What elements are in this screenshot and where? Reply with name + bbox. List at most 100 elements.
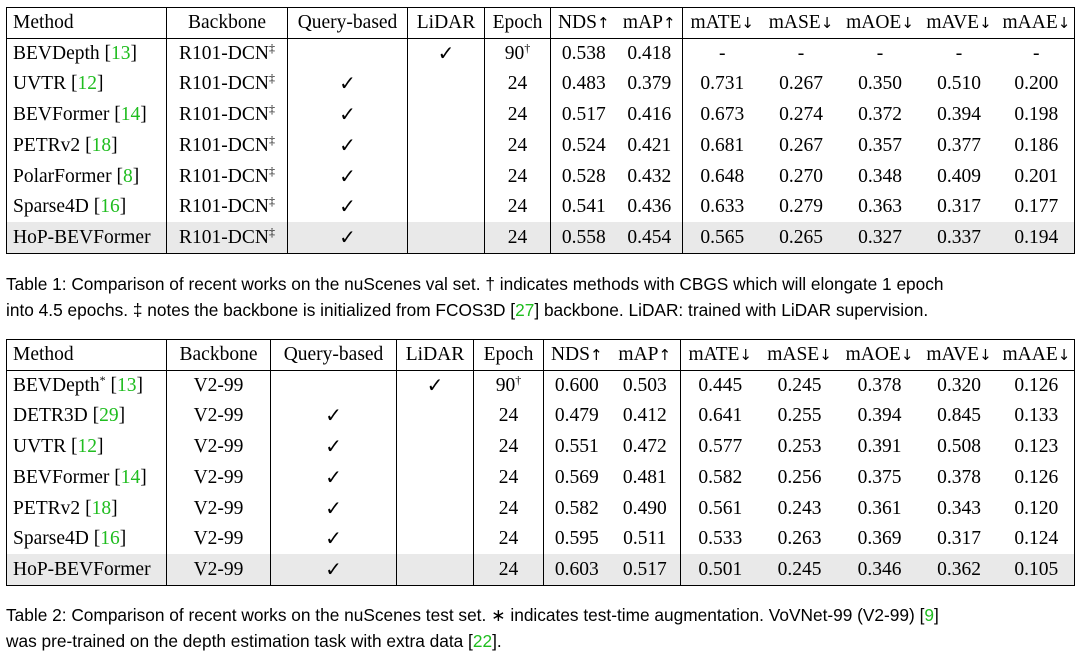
citation-link[interactable]: 12	[77, 436, 97, 458]
citation-link[interactable]: 9	[924, 605, 934, 625]
backbone-name: V2-99	[193, 466, 244, 488]
mate-cell: 0.648	[700, 165, 745, 187]
backbone-name: V2-99	[193, 375, 244, 397]
backbone-name: R101-DCN	[179, 73, 269, 95]
mate-cell: 0.565	[682, 222, 762, 254]
citation-link[interactable]: 14	[120, 104, 141, 126]
maae-cell: 0.126	[998, 370, 1075, 401]
col-maoe: mAOE↓	[839, 339, 920, 371]
query-based-cell: ✓	[270, 431, 397, 463]
epoch-cell: 90†	[484, 38, 551, 69]
method-name: BEVFormer	[13, 466, 110, 488]
col-mate: mATE↓	[680, 339, 760, 371]
mate-cell: 0.731	[700, 73, 745, 95]
backbone-name: R101-DCN	[179, 43, 269, 65]
mave-cell: 0.362	[919, 554, 999, 586]
citation-link[interactable]: 29	[99, 405, 119, 427]
backbone-name: V2-99	[193, 528, 244, 550]
method-name: Sparse4D	[13, 196, 89, 218]
method-cell: PETRv2 [18]	[6, 130, 167, 161]
method-cell: BEVFormer [14]	[6, 99, 167, 131]
lidar-cell	[407, 68, 485, 100]
citation-link[interactable]: 18	[91, 134, 112, 156]
col-mave: mAVE↓	[919, 339, 999, 371]
table-row: UVTR [12] V2-99 ✓ 24 0.551 0.472 0.577 0.253 0.3…	[6, 431, 1075, 463]
nds-cell: 0.600	[554, 375, 599, 397]
citation-link[interactable]: 14	[120, 466, 141, 488]
method-name: BEVDepth	[13, 43, 100, 65]
citation-link[interactable]: 12	[77, 73, 97, 95]
lidar-cell	[407, 222, 485, 254]
table-header: Method Backbone Query-based LiDAR Epoch …	[6, 339, 1075, 371]
bracket: [	[114, 104, 121, 126]
bracket: [	[93, 528, 101, 550]
backbone-name: R101-DCN	[179, 196, 269, 218]
check-icon: ✓	[325, 526, 342, 551]
check-icon: ✓	[325, 464, 342, 489]
map-cell: 0.421	[616, 130, 683, 161]
citation-link[interactable]: 8	[122, 165, 133, 187]
mate-cell: 0.582	[698, 466, 743, 488]
method-cell: PolarFormer [8]	[6, 160, 167, 192]
epoch-cell: 24	[484, 68, 551, 100]
col-nds: NDS↑	[543, 339, 610, 371]
nds-cell: 0.595	[554, 528, 599, 550]
backbone-cell: R101-DCN‡	[166, 222, 288, 254]
check-icon: ✓	[339, 132, 356, 157]
maae-cell: 0.194	[998, 222, 1075, 254]
lidar-cell	[407, 130, 485, 161]
backbone-mark: ‡	[268, 41, 275, 56]
backbone-cell: V2-99	[166, 523, 271, 555]
query-based-cell: ✓	[287, 68, 408, 100]
backbone-mark: ‡	[268, 163, 275, 178]
method-cell: UVTR [12]	[6, 431, 167, 463]
mate-cell: 0.533	[698, 528, 743, 550]
backbone-mark: ‡	[268, 71, 275, 86]
table-row: BEVDepth [13] R101-DCN‡ ✓ 90† 0.538 0.418- - - -…	[6, 38, 1075, 69]
maoe-cell: 0.348	[858, 165, 902, 187]
epoch-value: 24	[498, 466, 519, 488]
epoch-value: 24	[507, 73, 528, 95]
mate-cell: 0.633	[700, 196, 745, 218]
mave-cell: 0.343	[937, 497, 981, 519]
down-arrow-icon: ↓	[1057, 346, 1071, 365]
citation-link[interactable]: 13	[117, 375, 137, 397]
bracket: ]	[140, 104, 147, 126]
check-icon: ✓	[339, 163, 356, 188]
check-icon: ✓	[325, 556, 342, 581]
map-cell: 0.490	[609, 492, 681, 524]
table-1-caption: Table 1: Comparison of recent works on t…	[6, 274, 944, 320]
mave-cell: 0.378	[937, 466, 981, 488]
col-maoe: mAOE↓	[840, 7, 920, 39]
citation-link[interactable]: 16	[100, 196, 120, 218]
table-row: BEVDepth* [13] V2-99 ✓ 90† 0.600 0.503 0.445 0.…	[6, 370, 1075, 401]
mase-cell: 0.256	[777, 466, 822, 488]
bracket: ]	[119, 528, 127, 550]
col-maae: mAAE↓	[998, 339, 1075, 371]
map-cell: 0.511	[609, 523, 681, 555]
col-mase: mASE↓	[761, 7, 841, 39]
epoch-value: 24	[507, 226, 528, 248]
backbone-cell: V2-99	[166, 554, 271, 586]
mase-cell: 0.267	[779, 73, 823, 95]
backbone-cell: V2-99	[166, 492, 271, 524]
method-cell: Sparse4D [16]	[6, 523, 167, 555]
bracket: ]	[136, 375, 144, 397]
map-cell: 0.472	[609, 431, 681, 463]
citation-link[interactable]: 22	[472, 631, 493, 651]
backbone-name: R101-DCN	[179, 134, 269, 156]
citation-link[interactable]: 16	[100, 528, 120, 550]
nds-cell: 0.524	[561, 134, 606, 156]
mave-cell: 0.510	[937, 73, 981, 95]
citation-link[interactable]: 13	[111, 43, 131, 65]
bracket: ]	[140, 466, 147, 488]
backbone-name: V2-99	[193, 405, 244, 427]
bracket: ]	[96, 73, 104, 95]
backbone-cell: R101-DCN‡	[166, 68, 288, 100]
nds-cell: 0.558	[550, 222, 617, 254]
maoe-cell: -	[876, 43, 884, 65]
citation-link[interactable]: 27	[515, 300, 535, 320]
mate-cell: 0.681	[700, 134, 745, 156]
down-arrow-icon: ↓	[979, 14, 992, 33]
citation-link[interactable]: 18	[91, 497, 112, 519]
